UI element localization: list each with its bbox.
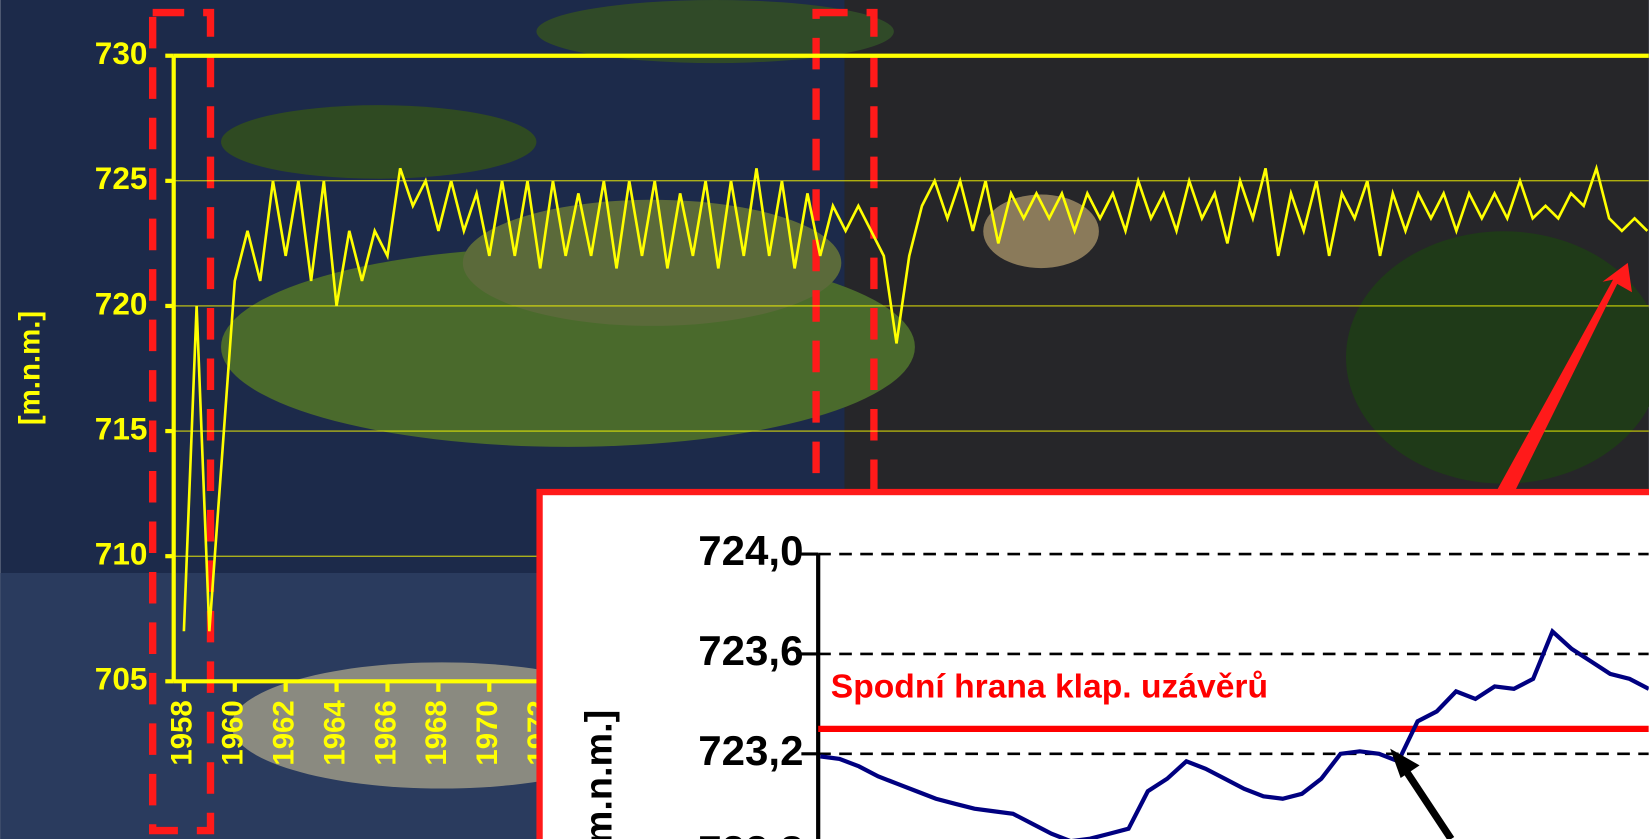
x-tick-label: 1962 bbox=[267, 700, 300, 765]
y-axis-label: [m.n.m.] bbox=[14, 311, 47, 425]
x-tick-label: 1964 bbox=[318, 700, 351, 766]
data-line bbox=[182, 163, 1649, 632]
x-tick-label: 1968 bbox=[420, 700, 453, 765]
x-tick-label: 1970 bbox=[471, 700, 504, 765]
y-tick-label: 723,6 bbox=[698, 627, 803, 674]
y-tick-label: 724,0 bbox=[698, 527, 803, 574]
y-tick-label: 715 bbox=[95, 410, 148, 446]
inset-panel bbox=[536, 488, 1649, 839]
inset-chart: 722,8 723,2 723,6 724,0 [m.n.m.] Spodní hrana… bbox=[579, 527, 1649, 839]
y-tick-label: 725 bbox=[95, 160, 148, 196]
y-tick-label: 730 bbox=[95, 35, 148, 71]
y-tick-label: 722,8 bbox=[698, 827, 803, 839]
data-line bbox=[820, 627, 1649, 839]
black-arrow bbox=[1390, 748, 1455, 839]
x-tick-label: 1966 bbox=[369, 700, 402, 765]
x-tick-label: 1958 bbox=[166, 700, 199, 765]
y-tick-label: 710 bbox=[95, 536, 148, 572]
y-tick-label: 720 bbox=[95, 285, 148, 321]
main-chart: 705 710 715 720 725 730 1958 1960 1962 1964 1966 19… bbox=[14, 35, 1649, 766]
y-tick-label: 723,2 bbox=[698, 727, 803, 774]
annotation: Spodní hrana klap. uzávěrů bbox=[831, 669, 1268, 706]
red-arrow bbox=[1477, 262, 1632, 531]
y-tick-label: 705 bbox=[95, 661, 148, 697]
x-tick-label: 1960 bbox=[217, 700, 250, 765]
y-axis-label: [m.n.m.] bbox=[579, 710, 621, 839]
